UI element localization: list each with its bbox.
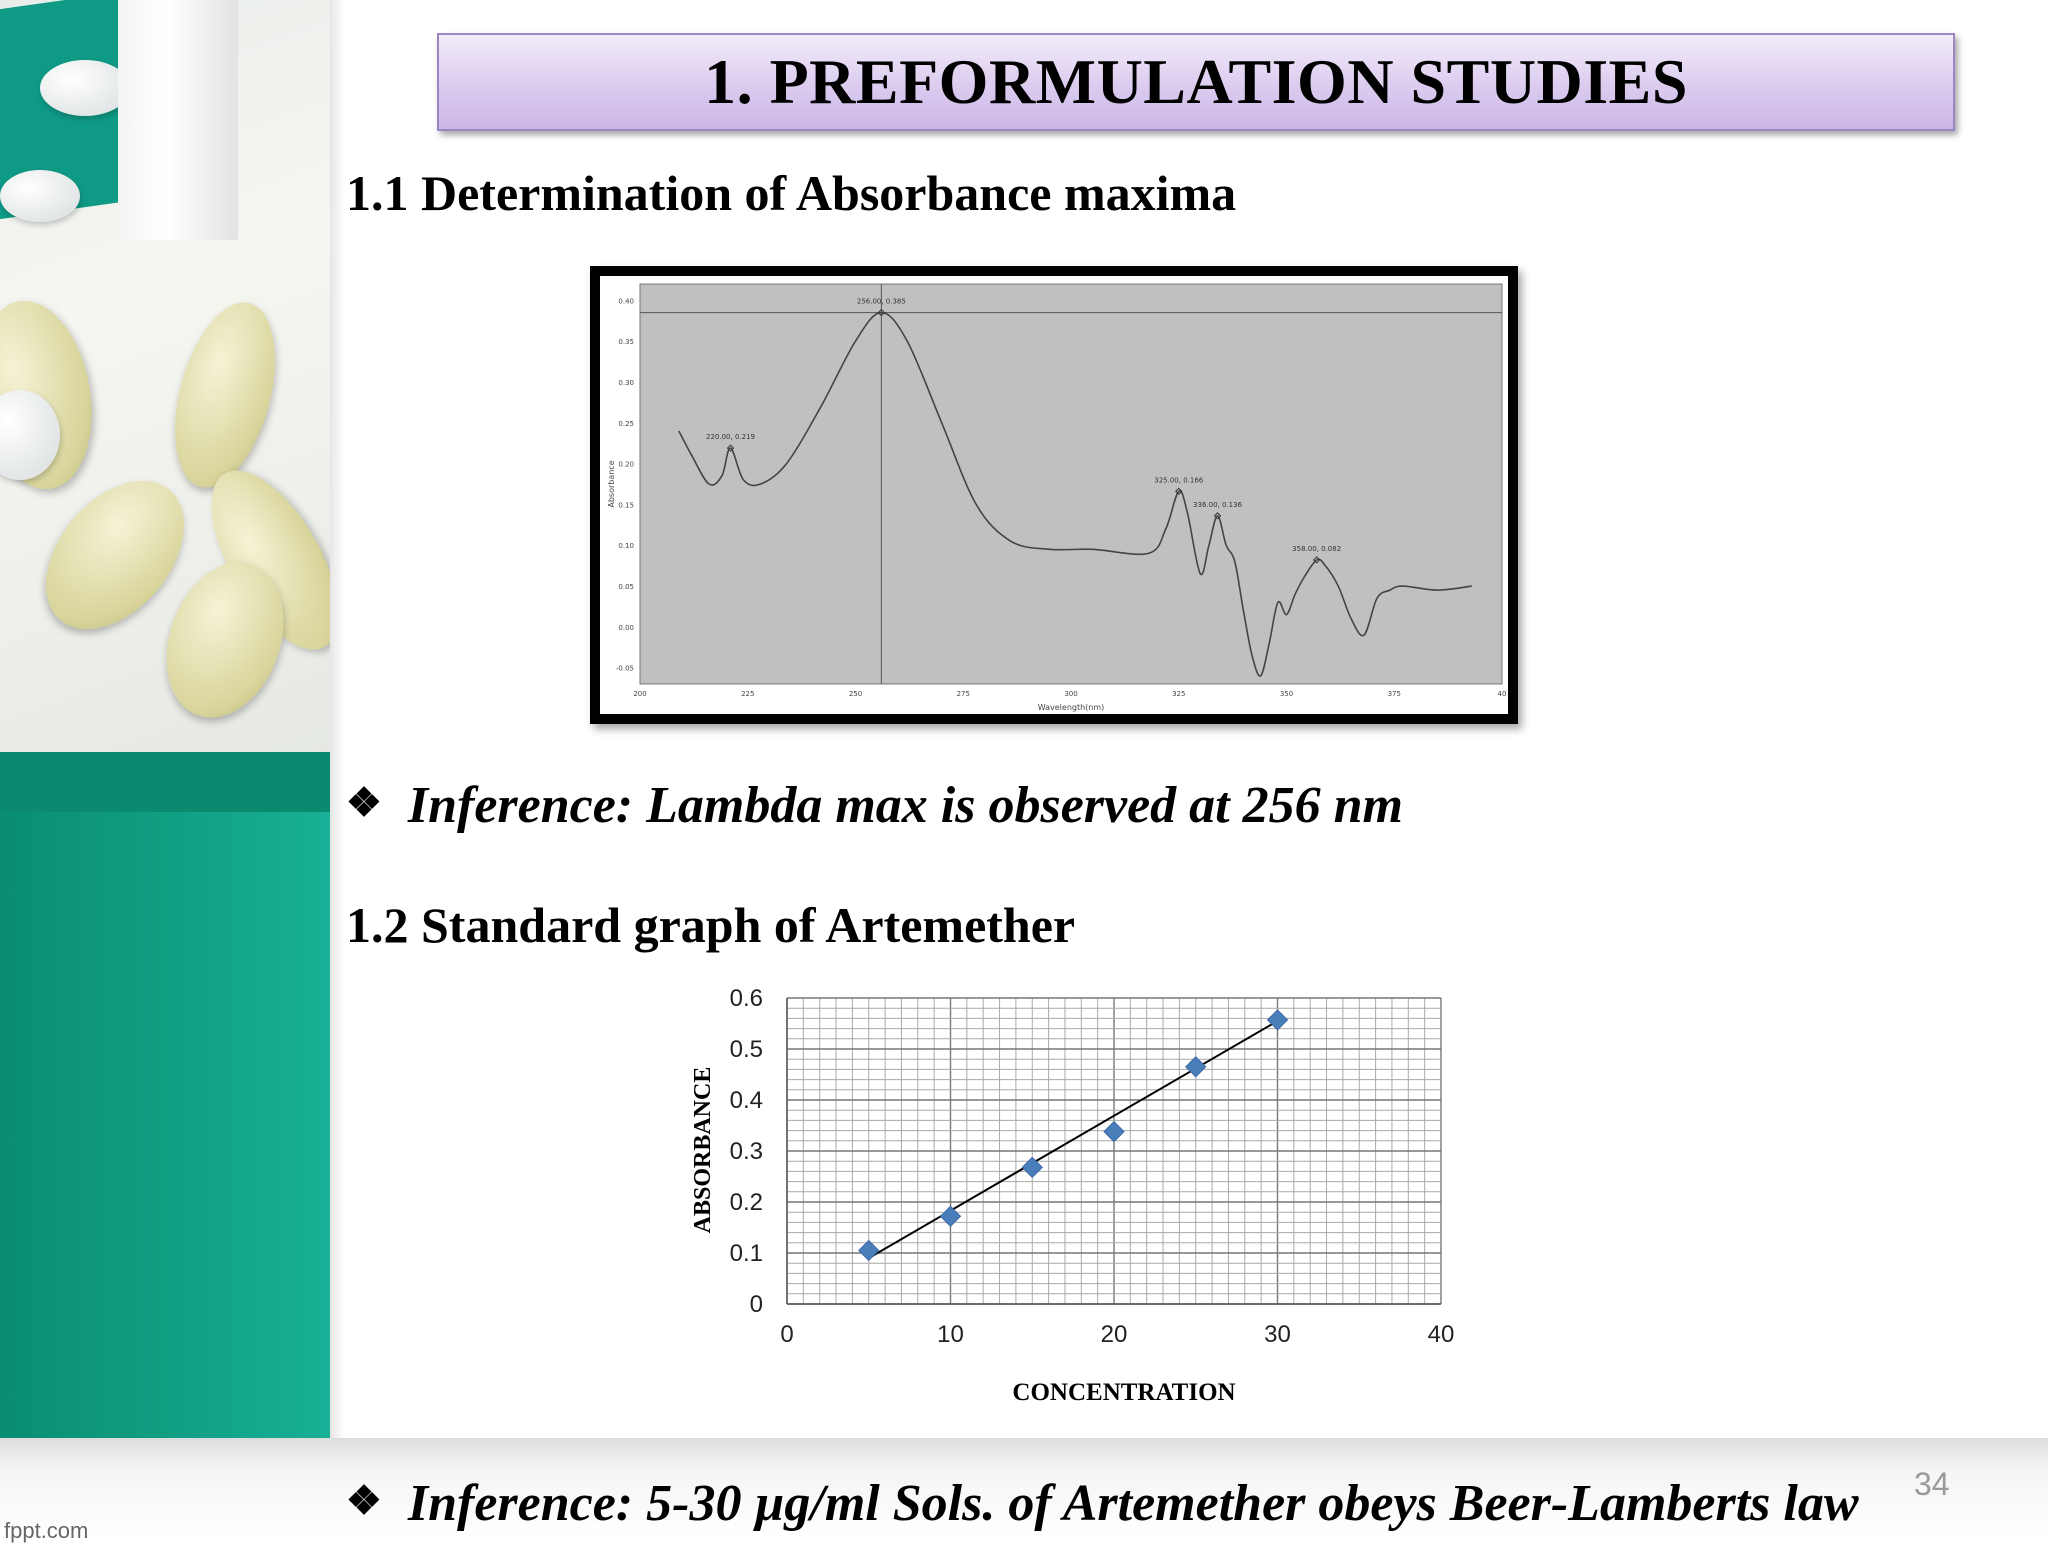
teal-band [0, 752, 330, 1438]
peak-label: 256.00, 0.385 [857, 298, 906, 306]
y-tick-label: 0 [750, 1291, 763, 1318]
uv-spectrum-panel: 0.40 0.35 0.30 0.25 0.20 0.15 0.10 0.05 0.00 -0.0… [600, 276, 1508, 714]
y-tick-label: 0.25 [618, 420, 634, 428]
decorative-sidebar [0, 0, 330, 1536]
data-point [1103, 1120, 1125, 1143]
bullet-icon: ❖ [346, 780, 382, 825]
y-tick-label: 0.40 [618, 297, 634, 305]
page-number: 34 [1914, 1466, 1950, 1502]
y-tick-label: 0.4 [730, 1087, 763, 1114]
y-tick-label: 0.6 [730, 985, 763, 1012]
data-point [858, 1239, 880, 1262]
y-axis-label: Absorbance [607, 460, 616, 507]
peak-marker [726, 444, 735, 452]
yellow-capsule [156, 291, 294, 499]
peak-label: 220.00, 0.219 [706, 433, 755, 441]
trendline [868, 1020, 1279, 1259]
x-tick-label: 275 [957, 690, 970, 698]
x-tick-label: 375 [1388, 690, 1401, 698]
y-tick-label: -0.05 [616, 665, 634, 673]
x-tick-label: 225 [741, 690, 754, 698]
y-tick-label: 0.30 [618, 379, 634, 387]
data-point [1266, 1009, 1289, 1031]
peak-marker [1175, 487, 1183, 496]
data-point [1185, 1056, 1207, 1078]
standard-graph-chart: 0 10 20 30 40 0 0.1 0.2 0.3 0.4 0.5 0.6 ABSORBANCE… [670, 980, 1490, 1420]
y-tick-label: 0.05 [618, 583, 634, 591]
x-tick-label: 40 [1498, 690, 1507, 698]
peak-label: 325.00, 0.166 [1154, 476, 1204, 484]
teal-band-stripe [0, 752, 330, 812]
y-tick-label: 0.3 [730, 1138, 763, 1165]
inference-lambda-max: ❖ Inference: Lambda max is observed at 25… [346, 776, 1403, 835]
peak-marker [877, 308, 886, 317]
x-axis-label: CONCENTRATION [1012, 1379, 1235, 1406]
x-tick-label: 300 [1064, 690, 1077, 698]
y-tick-label: 0.2 [730, 1189, 763, 1216]
medicine-bottle [118, 0, 238, 240]
watermark: fppt.com [4, 1518, 89, 1543]
data-point [939, 1205, 962, 1227]
bottom-strip [0, 1438, 2048, 1536]
plot-area [639, 283, 1503, 685]
peak-marker [1213, 512, 1222, 520]
slide-title: 1. PREFORMULATION STUDIES [704, 46, 1688, 117]
y-tick-label: 0.00 [618, 624, 634, 632]
sidebar-shadow [330, 0, 344, 1440]
y-tick-label: 0.35 [618, 338, 634, 346]
y-tick-label: 0.1 [730, 1240, 763, 1267]
white-tablet [40, 60, 130, 116]
x-tick-label: 0 [780, 1321, 793, 1348]
y-tick-label: 0.10 [618, 542, 634, 550]
uv-spectrum-image: 0.40 0.35 0.30 0.25 0.20 0.15 0.10 0.05 0.00 -0.0… [590, 266, 1518, 724]
bullet-icon: ❖ [346, 1478, 382, 1523]
x-tick-label: 350 [1280, 690, 1293, 698]
inference-text: Inference: 5-30 µg/ml Sols. of Artemethe… [407, 1475, 1859, 1532]
x-tick-label: 200 [633, 690, 646, 698]
peak-label: 336.00, 0.136 [1193, 501, 1243, 509]
inference-beer-lambert: ❖ Inference: 5-30 µg/ml Sols. of Artemeth… [346, 1474, 1859, 1533]
x-tick-label: 250 [849, 690, 862, 698]
y-axis-label: ABSORBANCE [690, 1067, 716, 1234]
x-tick-label: 30 [1264, 1321, 1291, 1348]
pills-photo [0, 0, 330, 752]
x-tick-label: 40 [1428, 1321, 1455, 1348]
y-tick-label: 0.20 [618, 461, 634, 469]
y-tick-label: 0.5 [730, 1036, 763, 1063]
peak-label: 358.00, 0.082 [1292, 545, 1341, 553]
spectrum-line [678, 311, 1472, 677]
white-tablet [0, 170, 80, 222]
x-axis-label: Wavelength(nm) [1038, 703, 1105, 712]
uv-spectrum-chart: 0.40 0.35 0.30 0.25 0.20 0.15 0.10 0.05 0.00 -0.0… [607, 283, 1507, 712]
x-tick-label: 20 [1101, 1321, 1128, 1348]
inference-text: Inference: Lambda max is observed at 256… [407, 777, 1403, 834]
title-banner: 1. PREFORMULATION STUDIES [437, 33, 1955, 131]
x-tick-label: 10 [937, 1321, 964, 1348]
x-tick-label: 325 [1172, 690, 1185, 698]
data-point [1021, 1156, 1043, 1179]
peak-marker [1312, 556, 1321, 564]
y-tick-label: 0.15 [618, 501, 634, 509]
heading-absorbance-maxima: 1.1 Determination of Absorbance maxima [346, 165, 1237, 221]
heading-standard-graph: 1.2 Standard graph of Artemether [346, 897, 1076, 953]
standard-graph-svg: 0 10 20 30 40 0 0.1 0.2 0.3 0.4 0.5 0.6 ABSORBANCE… [690, 985, 1455, 1406]
